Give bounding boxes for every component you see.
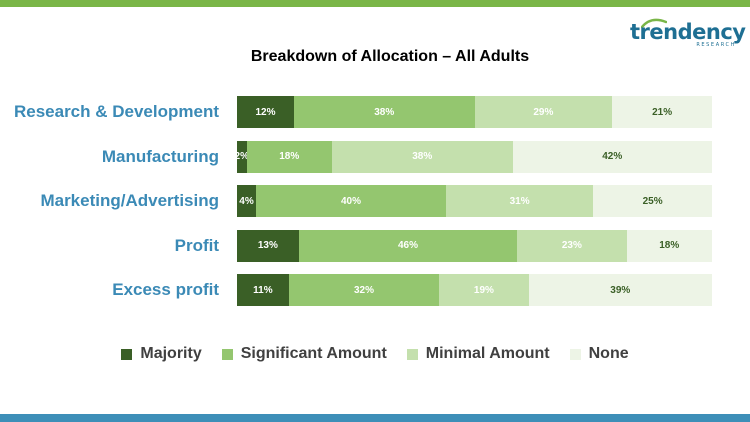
data-label: 19% [473,284,494,296]
data-label: 23% [561,240,582,251]
data-label: 12% [255,106,276,118]
data-label: 42% [602,151,623,162]
bar-segment: 39% [528,274,713,306]
bar-segment: 18% [626,229,712,262]
bar-segment: 23% [517,229,627,262]
bar-segment: 46% [298,229,518,262]
data-label: 29% [533,106,554,118]
chart-legend: Majority Significant Amount Minimal Amount… [0,343,750,365]
data-label: 46% [397,240,418,251]
legend-item: Significant Amount [221,345,387,363]
category-label: Marketing/Advertising [40,191,219,210]
logo-swoosh-icon [641,18,667,28]
category-label: Profit [174,235,219,255]
bar-segment: 32% [288,274,440,306]
bar-segment: 31% [446,185,594,217]
bar-segment: 11% [237,274,289,306]
bar-row: 11% 32% 19% 39% [237,274,713,306]
bar-segment: 25% [593,185,712,217]
data-label: 38% [374,106,395,118]
bar-segment: 2% [234,140,249,173]
top-accent-band [0,0,750,7]
legend-label: Majority [140,345,202,362]
legend-item: Minimal Amount [406,345,550,363]
legend-label: Minimal Amount [425,345,550,362]
bar-segment: 29% [474,96,613,128]
data-label: 38% [412,151,433,162]
bar-segment: 21% [612,96,712,128]
bar-row: 4% 40% 31% 25% [237,185,712,217]
data-label: 18% [659,240,680,251]
bar-segment: 4% [237,185,256,217]
data-label: 32% [353,284,374,296]
bottom-accent-band [0,414,750,422]
legend-item: Majority [121,345,202,363]
data-label: 13% [257,240,278,251]
category-label: Research & Development [13,102,219,121]
data-label: 40% [340,195,361,207]
bar-segment: 12% [237,96,294,128]
legend-label: None [588,345,629,362]
bar-row: 13% 46% 23% 18% [237,229,712,262]
data-label: 2% [234,151,249,162]
bar-segment: 19% [439,274,529,306]
data-label: 21% [652,106,673,118]
data-label: 39% [610,284,631,296]
bar-row: 2% 18% 38% 42% [234,140,712,173]
legend-label: Significant Amount [240,345,387,362]
category-label: Manufacturing [101,146,219,166]
trendency-logo: trendency RESEARCH [630,18,746,50]
legend-swatch [569,348,581,360]
logo-subtitle: RESEARCH [696,42,736,48]
bar-segment: 40% [256,185,446,217]
data-label: 18% [279,151,300,162]
bar-segment: 42% [512,140,712,173]
legend-item: None [569,345,629,363]
data-label: 31% [509,195,530,207]
bar-segment: 18% [246,140,332,173]
legend-swatch [221,348,233,360]
logo-wordmark: trendency [630,20,746,44]
data-label: 25% [642,195,663,207]
category-label: Excess profit [112,280,219,299]
bar-segment: 38% [332,140,513,173]
bar-segment: 13% [237,229,299,262]
bar-row: 12% 38% 29% 21% [237,96,712,128]
data-label: 4% [239,195,254,207]
legend-swatch [406,348,418,360]
bar-segment: 38% [294,96,475,128]
legend-swatch [121,348,133,360]
chart-title: Breakdown of Allocation – All Adults [250,48,530,65]
data-label: 11% [253,284,273,296]
